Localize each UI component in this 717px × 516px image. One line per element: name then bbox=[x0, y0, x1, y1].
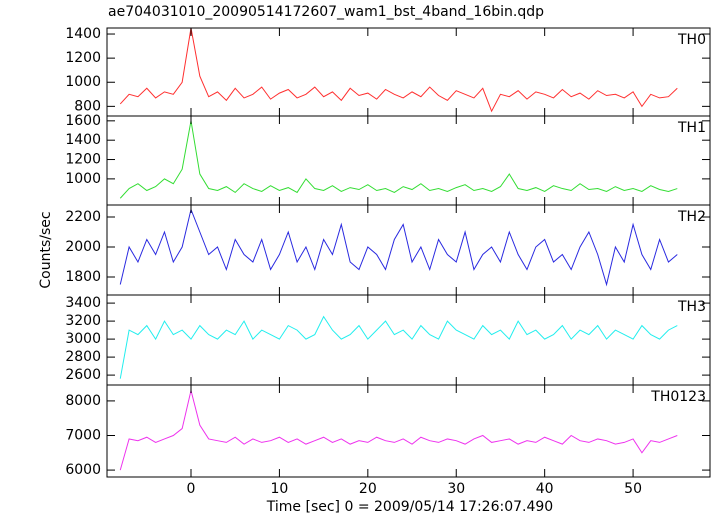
chart-title: ae704031010_20090514172607_wam1_bst_4ban… bbox=[108, 4, 544, 20]
y-tick-label: 1800 bbox=[65, 269, 101, 285]
y-tick-label: 2200 bbox=[65, 209, 101, 225]
light-curve bbox=[119, 390, 678, 471]
panel-label: TH2 bbox=[677, 209, 706, 225]
y-tick-label: 1400 bbox=[65, 26, 101, 42]
y-tick-label: 1200 bbox=[65, 50, 101, 66]
y-tick-label: 2600 bbox=[65, 367, 101, 383]
panel-label: TH1 bbox=[677, 120, 706, 136]
y-tick-label: 1600 bbox=[65, 113, 101, 129]
y-tick-label: 3000 bbox=[65, 331, 101, 347]
y-tick-label: 3200 bbox=[65, 313, 101, 329]
panel-frame bbox=[106, 27, 711, 117]
x-axis-label: Time [sec] 0 = 2009/05/14 17:26:07.490 bbox=[266, 499, 553, 515]
y-tick-label: 1200 bbox=[65, 152, 101, 168]
y-tick-label: 1000 bbox=[65, 74, 101, 90]
y-tick-label: 1000 bbox=[65, 171, 101, 187]
y-axis-label: Counts/sec bbox=[38, 211, 54, 288]
x-tick-label: 50 bbox=[624, 481, 642, 497]
y-tick-label: 7000 bbox=[65, 427, 101, 443]
panel-frame bbox=[106, 204, 711, 296]
light-curve bbox=[119, 120, 678, 199]
panel-frame bbox=[106, 384, 711, 478]
panel-label: TH0 bbox=[677, 32, 706, 48]
x-tick-label: 20 bbox=[359, 481, 377, 497]
panel-label: TH3 bbox=[677, 299, 706, 315]
light-curve bbox=[119, 315, 678, 379]
panel-label: TH0123 bbox=[650, 389, 706, 405]
y-tick-label: 6000 bbox=[65, 462, 101, 478]
light-curve bbox=[119, 207, 678, 287]
panel-frame bbox=[106, 294, 711, 386]
y-tick-label: 1400 bbox=[65, 132, 101, 148]
light-curve bbox=[119, 27, 678, 113]
y-tick-label: 3400 bbox=[65, 295, 101, 311]
y-tick-label: 8000 bbox=[65, 393, 101, 409]
y-tick-label: 800 bbox=[74, 98, 101, 114]
y-tick-label: 2800 bbox=[65, 349, 101, 365]
x-tick-label: 30 bbox=[447, 481, 465, 497]
x-tick-label: 0 bbox=[187, 481, 196, 497]
y-tick-label: 2000 bbox=[65, 239, 101, 255]
x-tick-label: 10 bbox=[270, 481, 288, 497]
x-tick-label: 40 bbox=[536, 481, 554, 497]
